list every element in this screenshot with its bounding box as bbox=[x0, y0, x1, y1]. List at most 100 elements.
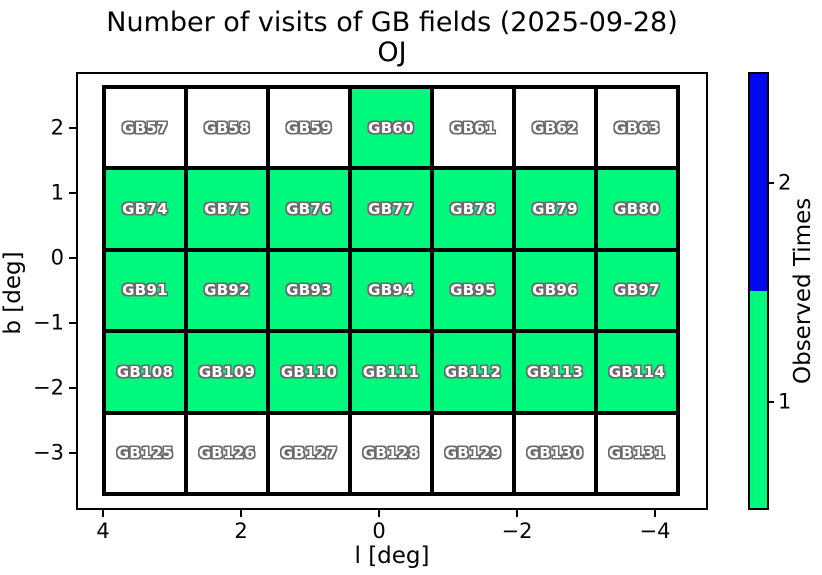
y-tick-mark bbox=[69, 127, 76, 129]
field-label: GB57 bbox=[122, 118, 168, 137]
x-tick-label: −4 bbox=[639, 519, 671, 543]
field-label: GB131 bbox=[608, 444, 666, 463]
x-tick-label: 0 bbox=[372, 519, 386, 543]
field-cell-gb125: GB125 bbox=[104, 412, 186, 494]
colorbar-tick-label: 2 bbox=[778, 170, 792, 195]
field-label: GB77 bbox=[368, 200, 414, 219]
field-cell-gb95: GB95 bbox=[432, 249, 514, 332]
field-label: GB94 bbox=[368, 281, 414, 300]
field-cell-gb63: GB63 bbox=[596, 87, 678, 169]
field-cell-gb80: GB80 bbox=[596, 168, 678, 250]
field-cell-gb111: GB111 bbox=[350, 331, 432, 413]
field-label: GB127 bbox=[280, 444, 338, 463]
field-cell-gb108: GB108 bbox=[104, 331, 186, 413]
field-cell-gb60: GB60 bbox=[350, 87, 432, 169]
y-tick-label: −1 bbox=[33, 310, 64, 335]
y-tick-mark bbox=[69, 322, 76, 324]
y-tick-label: 0 bbox=[50, 245, 64, 270]
field-cell-gb77: GB77 bbox=[350, 168, 432, 250]
x-tick-label: −2 bbox=[501, 519, 533, 543]
field-cell-gb110: GB110 bbox=[268, 331, 350, 413]
field-cell-gb92: GB92 bbox=[186, 249, 268, 332]
field-cell-gb93: GB93 bbox=[268, 249, 350, 332]
field-cell-gb130: GB130 bbox=[514, 412, 596, 494]
field-label: GB76 bbox=[286, 200, 332, 219]
field-label: GB79 bbox=[532, 200, 578, 219]
field-label: GB97 bbox=[614, 281, 660, 300]
field-cell-gb59: GB59 bbox=[268, 87, 350, 169]
y-axis-label: b [deg] bbox=[0, 251, 26, 335]
field-cell-gb127: GB127 bbox=[268, 412, 350, 494]
x-tick-label: 4 bbox=[96, 519, 110, 543]
field-cell-gb129: GB129 bbox=[432, 412, 514, 494]
field-label: GB74 bbox=[122, 200, 168, 219]
colorbar bbox=[748, 72, 769, 510]
field-label: GB92 bbox=[204, 281, 250, 300]
field-cell-gb131: GB131 bbox=[596, 412, 678, 494]
x-tick-mark bbox=[516, 510, 518, 517]
field-label: GB109 bbox=[198, 362, 256, 381]
field-grid: GB57 GB58 GB59 GB60 GB61 GB62 GB63 GB74 GB75 GB76… bbox=[102, 85, 680, 496]
field-label: GB129 bbox=[444, 444, 502, 463]
y-tick-label: 2 bbox=[50, 115, 64, 140]
field-label: GB61 bbox=[450, 118, 496, 137]
field-cell-gb109: GB109 bbox=[186, 331, 268, 413]
plot-axes: GB57 GB58 GB59 GB60 GB61 GB62 GB63 GB74 GB75 GB76… bbox=[76, 72, 708, 510]
field-label: GB96 bbox=[532, 281, 578, 300]
field-cell-gb76: GB76 bbox=[268, 168, 350, 250]
field-label: GB60 bbox=[368, 118, 414, 137]
field-label: GB62 bbox=[532, 118, 578, 137]
field-label: GB113 bbox=[526, 362, 584, 381]
field-label: GB126 bbox=[198, 444, 256, 463]
field-cell-gb61: GB61 bbox=[432, 87, 514, 169]
x-tick-mark bbox=[378, 510, 380, 517]
field-label: GB93 bbox=[286, 281, 332, 300]
colorbar-label: Observed Times bbox=[790, 197, 816, 384]
colorbar-tick-mark bbox=[769, 401, 774, 403]
field-label: GB112 bbox=[444, 362, 502, 381]
field-cell-gb94: GB94 bbox=[350, 249, 432, 332]
colorbar-segment-twice bbox=[750, 74, 767, 291]
colorbar-tick-mark bbox=[769, 182, 774, 184]
x-tick-label: 2 bbox=[234, 519, 248, 543]
field-cell-gb78: GB78 bbox=[432, 168, 514, 250]
y-tick-label: −3 bbox=[33, 440, 64, 465]
y-tick-mark bbox=[69, 387, 76, 389]
field-cell-gb75: GB75 bbox=[186, 168, 268, 250]
field-label: GB111 bbox=[362, 362, 420, 381]
field-label: GB130 bbox=[526, 444, 584, 463]
field-label: GB108 bbox=[116, 362, 174, 381]
field-label: GB114 bbox=[608, 362, 666, 381]
chart-title: Number of visits of GB fields (2025-09-2… bbox=[106, 7, 678, 38]
field-cell-gb97: GB97 bbox=[596, 249, 678, 332]
y-tick-mark bbox=[69, 192, 76, 194]
field-cell-gb91: GB91 bbox=[104, 249, 186, 332]
chart-subtitle: OJ bbox=[377, 37, 407, 68]
field-label: GB75 bbox=[204, 200, 250, 219]
field-label: GB110 bbox=[280, 362, 338, 381]
field-cell-gb79: GB79 bbox=[514, 168, 596, 250]
y-tick-label: −2 bbox=[33, 375, 64, 400]
field-label: GB58 bbox=[204, 118, 250, 137]
field-label: GB125 bbox=[116, 444, 174, 463]
field-cell-gb126: GB126 bbox=[186, 412, 268, 494]
y-tick-mark bbox=[69, 257, 76, 259]
x-tick-mark bbox=[654, 510, 656, 517]
colorbar-segment-once bbox=[750, 291, 767, 508]
field-cell-gb96: GB96 bbox=[514, 249, 596, 332]
field-cell-gb57: GB57 bbox=[104, 87, 186, 169]
x-tick-mark bbox=[240, 510, 242, 517]
field-label: GB78 bbox=[450, 200, 496, 219]
field-label: GB59 bbox=[286, 118, 332, 137]
field-label: GB63 bbox=[614, 118, 660, 137]
field-cell-gb58: GB58 bbox=[186, 87, 268, 169]
y-tick-label: 1 bbox=[50, 180, 64, 205]
field-cell-gb112: GB112 bbox=[432, 331, 514, 413]
field-cell-gb62: GB62 bbox=[514, 87, 596, 169]
colorbar-tick-label: 1 bbox=[778, 389, 792, 414]
field-label: GB128 bbox=[362, 444, 420, 463]
x-axis-label: l [deg] bbox=[354, 543, 430, 569]
x-tick-mark bbox=[102, 510, 104, 517]
field-label: GB91 bbox=[122, 281, 168, 300]
